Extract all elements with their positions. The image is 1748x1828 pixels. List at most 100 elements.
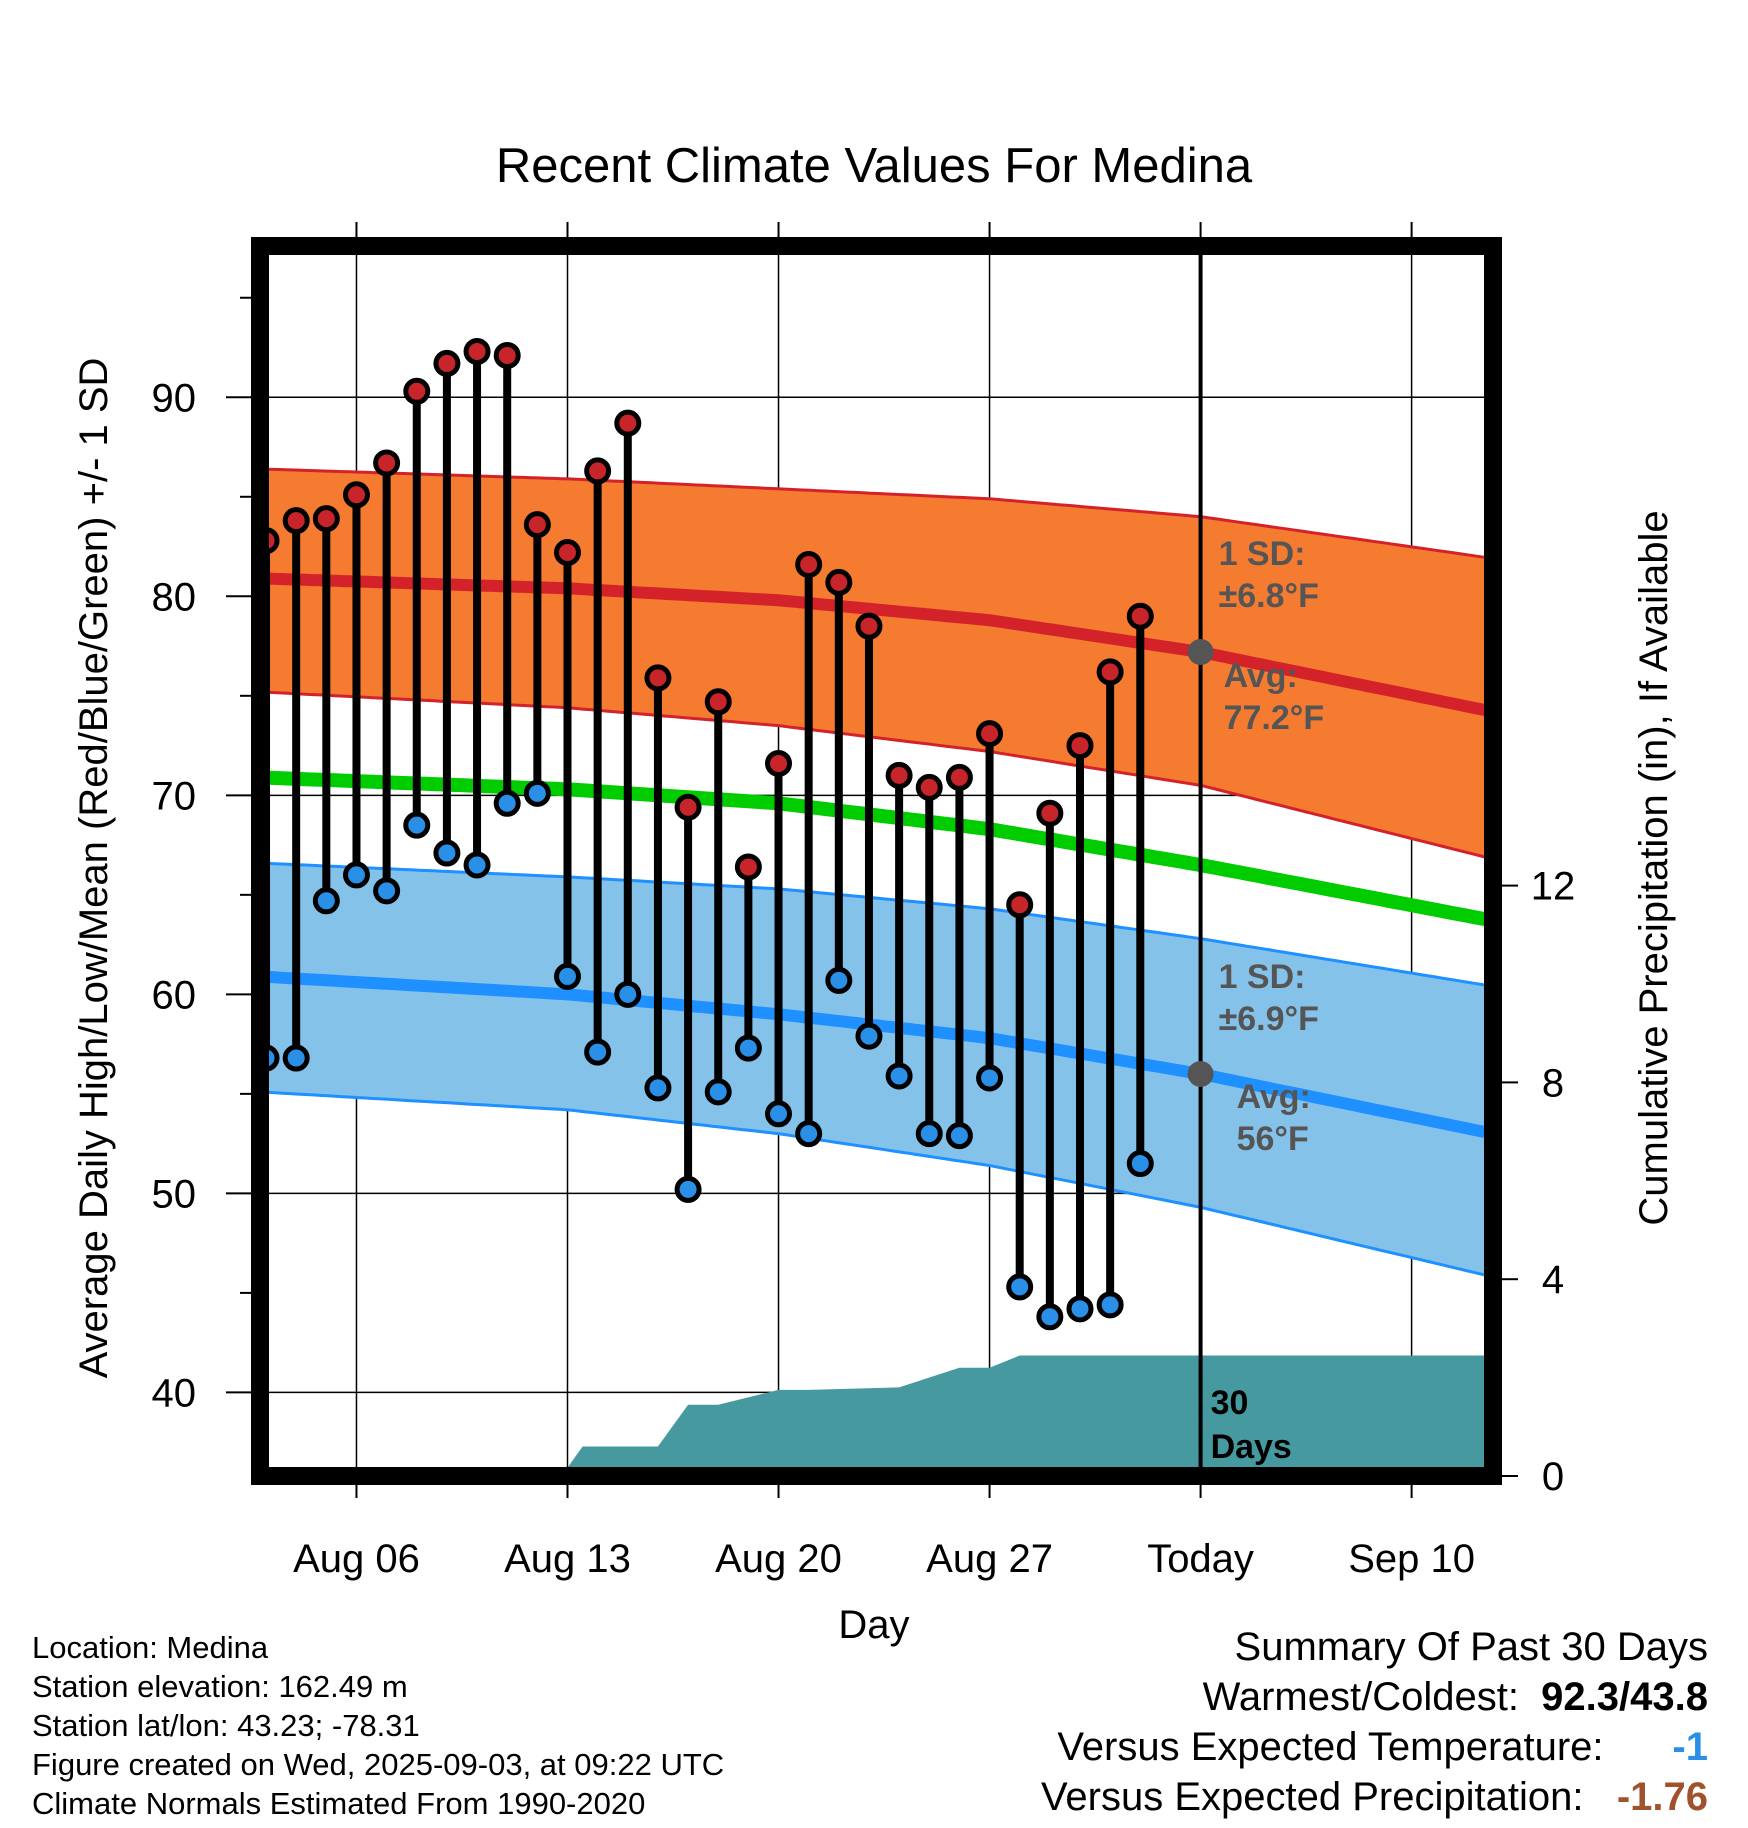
y-tick-label: 50 [152, 1172, 197, 1216]
daily-high-point [976, 720, 1004, 748]
daily-low-point [433, 839, 461, 867]
normal-mean-line [260, 770, 1490, 927]
daily-high-point [825, 568, 853, 596]
x-tick-label: Sep 10 [1348, 1537, 1475, 1581]
x-tick-label: Aug 06 [293, 1537, 420, 1581]
today-high-avg-marker [1187, 639, 1214, 666]
summary-panel: Summary Of Past 30 Days Warmest/Coldest:… [1041, 1622, 1708, 1822]
elevation-text: Station elevation: 162.49 m [32, 1669, 408, 1704]
daily-low-point [1036, 1303, 1064, 1331]
daily-high-point [704, 688, 732, 716]
daily-low-point [885, 1062, 913, 1090]
latlon-text: Station lat/lon: 43.23; -78.31 [32, 1708, 420, 1743]
daily-high-point [312, 505, 340, 533]
y-axis-label: Average Daily High/Low/Mean (Red/Blue/Gr… [72, 358, 116, 1379]
daily-high-point [915, 773, 943, 801]
daily-low-point [674, 1175, 702, 1203]
daily-low-point [945, 1122, 973, 1150]
y-tick-label: 90 [152, 376, 197, 420]
daily-high-point [584, 457, 612, 485]
daily-high-point [1066, 732, 1094, 760]
y-tick-label: 40 [152, 1371, 197, 1415]
x-tick-label: Aug 20 [715, 1537, 842, 1581]
precip-label: Versus Expected Precipitation: [1040, 1775, 1584, 1819]
daily-low-point [1159, 0, 1181, 11]
low-sd-band [260, 863, 1489, 1276]
daily-high-point [1036, 799, 1064, 827]
high-sd-label: 1 SD: [1219, 535, 1306, 573]
x-tick-label: Aug 27 [926, 1537, 1053, 1581]
low-sd-band-upper-edge [260, 861, 1489, 988]
annotations: 1 SD: ±6.8°F Avg: 77.2°F 1 SD: ±6.9°F Avg: 56°F… [1211, 535, 1325, 1466]
daily-low-point [1096, 1291, 1124, 1319]
x-axis-label: Day [838, 1603, 909, 1647]
daily-high-point [1096, 658, 1124, 686]
summary-title: Summary Of Past 30 Days [1234, 1625, 1708, 1669]
y2-axis-label: Cumulative Precipitation (in), If Availa… [1632, 510, 1676, 1225]
daily-high-point [433, 349, 461, 377]
daily-high-point [734, 853, 762, 881]
x-tick-label: Aug 13 [504, 1537, 631, 1581]
daily-low-point [855, 1022, 883, 1050]
low-sd-value: ±6.9°F [1219, 1000, 1319, 1038]
daily-high-point [553, 539, 581, 567]
daily-high-point [282, 507, 310, 535]
daily-low-point [976, 1064, 1004, 1092]
daily-high-point [795, 550, 823, 578]
daily-low-point [765, 1100, 793, 1128]
y2-tick-label: 8 [1542, 1061, 1564, 1105]
normals-text: Climate Normals Estimated From 1990-2020 [32, 1786, 646, 1821]
plot-area [260, 0, 1493, 1476]
today-marker [1187, 246, 1214, 1476]
daily-low-point [795, 1120, 823, 1148]
daily-high-point [674, 793, 702, 821]
daily-high-point [765, 749, 793, 777]
plot-frame [251, 237, 1502, 1485]
created-text: Figure created on Wed, 2025-09-03, at 09… [32, 1747, 725, 1782]
high-sd-band-upper-edge [260, 467, 1489, 560]
precip-area [260, 1355, 1493, 1476]
x-axis: Aug 06 Aug 13 Aug 20 Aug 27 Today Sep 10 [293, 222, 1475, 1581]
y2-tick-label: 0 [1542, 1455, 1564, 1499]
daily-high-point [1006, 891, 1034, 919]
normal-high-line [260, 572, 1490, 717]
summary-temp-row: Versus Expected Temperature: -1 [1041, 1722, 1708, 1772]
x-tick-label: Today [1147, 1537, 1254, 1581]
y-axis: 40 50 60 70 80 90 [152, 296, 251, 1415]
y2-tick-label: 12 [1531, 865, 1576, 909]
daily-low-point [704, 1078, 732, 1106]
y-tick-label: 60 [152, 973, 197, 1017]
daily-high-point [1159, 0, 1181, 11]
daily-low-point [463, 851, 491, 879]
low-avg-value: 56°F [1237, 1120, 1309, 1158]
period-label-number: 30 [1211, 1384, 1249, 1422]
daily-low-point [825, 966, 853, 994]
y-tick-label: 70 [152, 774, 197, 818]
temp-label: Versus Expected Temperature: [1057, 1725, 1604, 1769]
daily-low-point [1006, 1273, 1034, 1301]
daily-low-point [734, 1034, 762, 1062]
daily-low-point [493, 789, 521, 817]
daily-low-point [373, 877, 401, 905]
daily-low-point [403, 811, 431, 839]
period-label-text: Days [1211, 1428, 1292, 1466]
daily-high-point [463, 337, 491, 365]
high-avg-label: Avg: [1224, 657, 1298, 695]
daily-high-point [855, 612, 883, 640]
daily-high-point [373, 449, 401, 477]
today-low-avg-marker [1187, 1060, 1214, 1087]
summary-precip-row: Versus Expected Precipitation: -1.76 [1041, 1772, 1708, 1822]
daily-high-point [945, 763, 973, 791]
daily-high-point [342, 481, 370, 509]
low-sd-band-lower-edge [260, 1090, 1489, 1278]
daily-low-point [584, 1038, 612, 1066]
high-sd-band-lower-edge [260, 690, 1489, 860]
daily-high-point [885, 761, 913, 789]
daily-low-point [1126, 1150, 1154, 1178]
warm-cold-label: Warmest/Coldest: [1202, 1675, 1519, 1719]
low-avg-label: Avg: [1237, 1078, 1311, 1116]
temp-value: -1 [1672, 1725, 1708, 1769]
low-sd-label: 1 SD: [1219, 958, 1306, 996]
daily-low-point [1066, 1295, 1094, 1323]
